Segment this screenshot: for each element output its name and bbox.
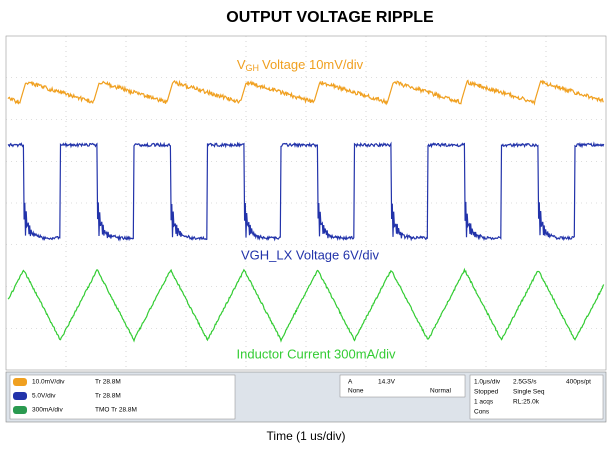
acq-text: Stopped <box>474 389 499 396</box>
page: OUTPUT VOLTAGE RIPPLE VGHVoltage 10mV/di… <box>0 0 607 445</box>
acq-text: 2.5GS/s <box>513 379 537 386</box>
acq-text: Single Seq <box>513 389 545 396</box>
trigger-source: A <box>348 379 353 386</box>
channel-badge <box>13 378 27 386</box>
channel-badge <box>13 392 27 400</box>
channel-info: TMO Tr 28.8M <box>95 407 137 414</box>
trigger-mode: Normal <box>430 388 452 395</box>
acq-text: 1.0μs/div <box>474 379 501 386</box>
trigger-level: 14.3V <box>378 379 396 386</box>
trace-label: VGH_LX Voltage 6V/div <box>241 247 380 262</box>
channel-scale: 5.0V/div <box>32 393 56 400</box>
channel-scale: 10.0mV/div <box>32 379 65 386</box>
channel-badge <box>13 406 27 414</box>
title: OUTPUT VOLTAGE RIPPLE <box>226 9 434 26</box>
caption: Time (1 us/div) <box>267 429 346 443</box>
trace-label: Inductor Current 300mA/div <box>237 346 396 361</box>
acq-text: RL:25.0k <box>513 399 540 406</box>
channel-scale: 300mA/div <box>32 407 63 414</box>
acq-text: 400ps/pt <box>566 379 591 386</box>
trigger-coupling: None <box>348 388 364 395</box>
channel-info: Tr 28.8M <box>95 379 121 386</box>
acq-text: Cons <box>474 409 490 416</box>
acq-text: 1 acqs <box>474 399 494 406</box>
channel-info: Tr 28.8M <box>95 393 121 400</box>
